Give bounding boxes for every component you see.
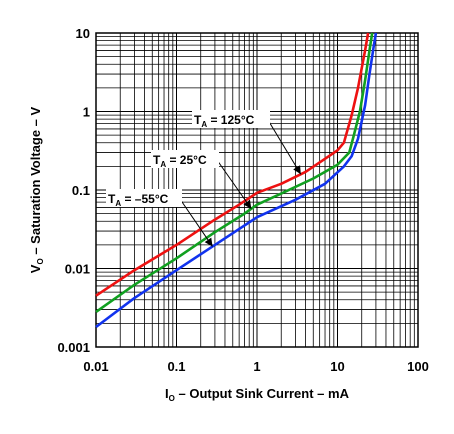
annotation-arrowhead-1 bbox=[293, 165, 301, 175]
series-line-3 bbox=[95, 32, 378, 329]
x-tick-label: 10 bbox=[330, 359, 344, 374]
annotation-label-bg-1 bbox=[192, 110, 270, 128]
series-line-2 bbox=[95, 32, 374, 313]
x-tick-label: 1 bbox=[253, 359, 260, 374]
series-layer bbox=[95, 32, 378, 329]
x-tick-label: 100 bbox=[407, 359, 429, 374]
grid bbox=[95, 33, 418, 348]
series-line-1 bbox=[95, 32, 370, 297]
annotations: TA = 125°C TA = 25°C TA = –55°C bbox=[106, 110, 302, 247]
tick-labels: 0.01 0.1 1 10 100 0.001 0.01 0.1 1 10 bbox=[57, 26, 428, 374]
y-tick-label: 0.01 bbox=[65, 262, 90, 277]
annotation-label-1: TA = 125°C bbox=[194, 113, 255, 129]
y-tick-label: 10 bbox=[76, 26, 90, 41]
annotation-leader-2 bbox=[216, 159, 252, 210]
annotation-arrowhead-3 bbox=[204, 237, 213, 247]
x-tick-label: 0.01 bbox=[83, 359, 108, 374]
x-axis-label: IO – Output Sink Current – mA bbox=[165, 386, 350, 403]
annotation-leader-1 bbox=[267, 119, 302, 175]
annotation-label-3: TA = –55°C bbox=[108, 192, 169, 208]
annotation-arrowhead-2 bbox=[243, 199, 252, 209]
annotation-label-2: TA = 25°C bbox=[153, 153, 207, 169]
plot-frame bbox=[95, 32, 419, 348]
y-tick-label: 0.001 bbox=[57, 340, 90, 355]
annotation-label-bg-2 bbox=[151, 150, 219, 168]
annotation-leader-3 bbox=[179, 198, 213, 247]
x-tick-label: 0.1 bbox=[167, 359, 185, 374]
annotation-label-bg-3 bbox=[106, 189, 182, 207]
y-tick-label: 0.1 bbox=[72, 183, 90, 198]
y-tick-label: 1 bbox=[83, 105, 90, 120]
y-axis-label: VO – Saturation Voltage – V bbox=[28, 106, 45, 273]
